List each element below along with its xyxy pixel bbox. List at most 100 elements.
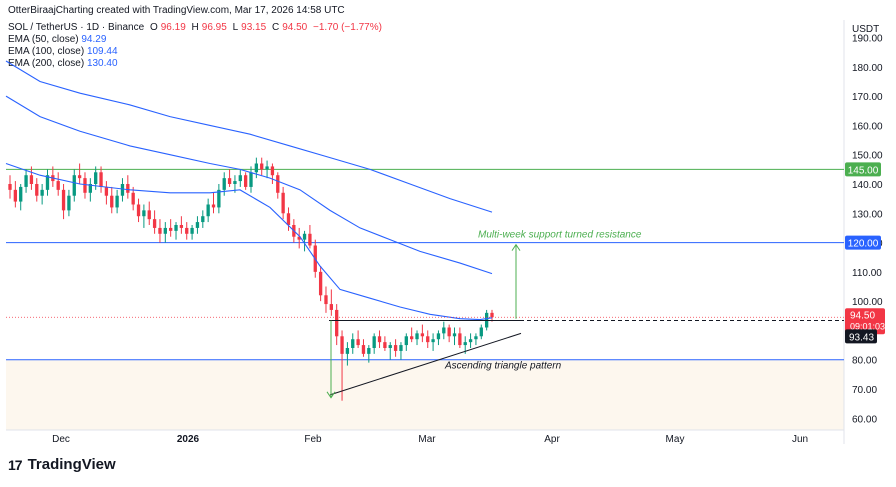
candle-body [104, 186, 109, 196]
candle-body [169, 227, 173, 231]
candle-body [142, 210, 146, 217]
candle-body [410, 336, 414, 340]
ema200-legend[interactable]: EMA (200, close) 130.40 [8, 58, 118, 69]
candle-body [302, 233, 307, 240]
candle-body [158, 227, 162, 234]
ema100-line [5, 95, 493, 275]
low-label: L [232, 22, 239, 33]
x-tick-label: Apr [544, 434, 560, 445]
candle-body [13, 189, 18, 202]
last-price-label: 94.50 [850, 310, 875, 321]
candle-body [324, 295, 328, 305]
x-tick-label: Feb [304, 434, 322, 445]
y-tick-label: 130.00 [852, 209, 883, 220]
candle-body [24, 175, 28, 187]
candle-body [110, 195, 114, 208]
candle-body [195, 222, 200, 228]
y-tick-label: 150.00 [852, 151, 883, 162]
candle-body [19, 186, 23, 202]
close-label: C [271, 22, 280, 33]
candle-body [367, 348, 371, 354]
candle-body [345, 348, 350, 354]
candle-body [393, 345, 398, 351]
candle-body [452, 333, 457, 337]
candle-body [372, 336, 376, 348]
ema50-line [5, 162, 493, 321]
ema100-value: 109.44 [86, 46, 118, 57]
candle-body [340, 336, 344, 354]
support-zone [6, 359, 844, 430]
candle-body [361, 345, 366, 354]
candle-body [211, 204, 216, 208]
candle-body [318, 271, 323, 296]
candle-body [88, 184, 92, 193]
ema200-value: 130.40 [86, 58, 118, 69]
candle-body [206, 204, 210, 217]
candle-body [29, 175, 34, 184]
y-tick-label: 140.00 [852, 180, 883, 191]
candle-body [35, 184, 39, 196]
ema50-label: EMA (50, close) [8, 34, 79, 45]
change-value: −1.70 (−1.77%) [313, 22, 382, 33]
y-tick-label: 80.00 [852, 356, 877, 367]
candle-body [45, 175, 50, 190]
ema200-line [5, 60, 493, 213]
candle-body [404, 336, 408, 346]
ema50-value: 94.29 [81, 34, 107, 45]
candle-body [126, 184, 130, 193]
y-tick-label: 160.00 [852, 121, 883, 132]
candle-body [281, 192, 285, 214]
pattern-level-label: 93.43 [849, 332, 874, 343]
symbol-name[interactable]: SOL / TetherUS · 1D · Binance [8, 22, 145, 33]
ema50-legend[interactable]: EMA (50, close) 94.29 [8, 34, 106, 45]
last-price-badge [845, 308, 885, 335]
candle-body [388, 345, 392, 348]
open-label: O [149, 22, 158, 33]
candle-body [265, 166, 269, 170]
candle-body [233, 181, 237, 184]
candle-body [383, 342, 387, 348]
y-tick-label: 180.00 [852, 63, 883, 74]
candle-body [490, 312, 494, 318]
candle-body [254, 163, 259, 173]
y-tick-label: 190.00 [852, 34, 883, 45]
chart-credit: OtterBiraajCharting created with Trading… [8, 5, 345, 16]
candle-body [56, 181, 60, 190]
candle-body [77, 175, 82, 179]
y-tick-label: 100.00 [852, 297, 883, 308]
candle-body [147, 210, 151, 220]
candle-body [356, 339, 360, 346]
tradingview-branding[interactable]: 17 TradingView [8, 456, 116, 473]
candle-body [67, 195, 71, 211]
candle-body [426, 336, 430, 343]
tradingview-logo-text: TradingView [27, 456, 116, 473]
open-value: 96.19 [160, 22, 186, 33]
candle-body [222, 178, 226, 190]
candle-body [163, 227, 167, 234]
level-label-bg [845, 235, 881, 250]
candle-body [99, 172, 103, 187]
high-value: 96.95 [201, 22, 227, 33]
candle-body [286, 213, 291, 225]
candle-body [399, 345, 403, 351]
candle-body [308, 233, 312, 246]
candle-body [131, 192, 135, 205]
candle-body [94, 172, 98, 184]
candle-body [329, 304, 333, 310]
ema100-legend[interactable]: EMA (100, close) 109.44 [8, 46, 118, 57]
candle-body [415, 333, 419, 340]
candle-body [297, 236, 301, 240]
candle-body [351, 339, 355, 348]
currency-label: USDT [852, 24, 880, 35]
y-tick-label: 110.00 [852, 268, 882, 279]
candle-body [152, 219, 157, 228]
candle-body [436, 333, 441, 340]
candle-body [479, 327, 483, 337]
x-tick-label: Jun [792, 434, 808, 445]
ema200-label: EMA (200, close) [8, 58, 85, 69]
x-tick-label: 2026 [177, 434, 200, 445]
height-arrow-head [326, 391, 336, 399]
candle-body [431, 339, 435, 343]
candle-body [420, 333, 425, 337]
